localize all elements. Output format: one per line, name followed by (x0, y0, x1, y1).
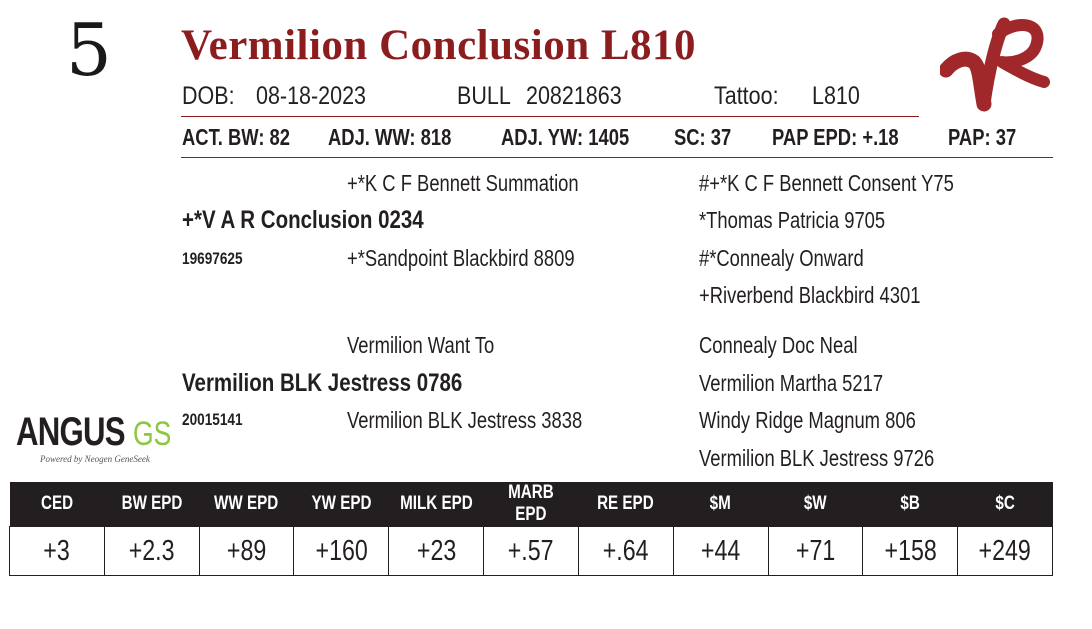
tattoo-label: Tattoo: (714, 82, 779, 110)
epd-value-w: +71 (767, 526, 864, 576)
epd-value-ced: +3 (9, 526, 105, 576)
dam-registration: 20015141 (182, 410, 243, 429)
registration-number: 20821863 (526, 82, 622, 110)
sire-sire: +*K C F Bennett Summation (347, 170, 579, 196)
epd-header-row: CED BW EPD WW EPD YW EPD MILK EPD MARB E… (9, 482, 1053, 527)
dam-dam: Vermilion BLK Jestress 3838 (347, 407, 583, 433)
logo-tagline: Powered by Neogen GeneSeek (40, 454, 150, 464)
logo-gs-text: GS (133, 415, 172, 453)
epd-header-re: RE EPD (578, 482, 674, 527)
act-bw: ACT. BW: 82 (182, 124, 291, 150)
epd-header-milk: MILK EPD (388, 482, 485, 527)
angus-gs-logo: ANGUS GS Powered by Neogen GeneSeek (16, 412, 183, 464)
dam-dam-dam: Vermilion BLK Jestress 9726 (699, 445, 935, 471)
epd-table: CED BW EPD WW EPD YW EPD MILK EPD MARB E… (9, 482, 1053, 576)
stats-divider (181, 157, 1053, 158)
dob-label: DOB: (182, 82, 235, 110)
epd-value-marb: +.57 (483, 526, 579, 576)
dam-sire-sire: Connealy Doc Neal (699, 332, 858, 358)
animal-title: Vermilion Conclusion L810 (181, 22, 697, 69)
dam-sire: Vermilion Want To (347, 332, 495, 358)
epd-value-c: +249 (957, 526, 1053, 576)
epd-header-c: $C (957, 482, 1053, 527)
adj-yw: ADJ. YW: 1405 (501, 124, 630, 150)
sire-dam-sire: #*Connealy Onward (699, 245, 864, 271)
epd-header-w: $W (768, 482, 864, 527)
epd-header-b: $B (862, 482, 959, 527)
epd-value-m: +44 (672, 526, 769, 576)
sire-registration: 19697625 (182, 249, 243, 268)
dam-sire-dam: Vermilion Martha 5217 (699, 370, 884, 396)
epd-value-row: +3 +2.3 +89 +160 +23 +.57 +.64 +44 +71 +… (9, 526, 1053, 576)
sex-label: BULL (457, 82, 511, 110)
epd-header-yw: YW EPD (293, 482, 390, 527)
sire-sire-dam: *Thomas Patricia 9705 (699, 207, 886, 233)
epd-header-ww: WW EPD (199, 482, 295, 527)
vr-brand-icon (940, 17, 1050, 112)
sire-dam-dam: +Riverbend Blackbird 4301 (699, 282, 921, 308)
epd-value-yw: +160 (293, 526, 390, 576)
sire-name: +*V A R Conclusion 0234 (182, 206, 424, 234)
epd-value-bw: +2.3 (103, 526, 200, 576)
logo-angus-text: ANGUS (16, 410, 126, 454)
dam-name: Vermilion BLK Jestress 0786 (182, 369, 463, 397)
sc: SC: 37 (674, 124, 732, 150)
sire-sire-sire: #+*K C F Bennett Consent Y75 (699, 170, 954, 196)
lot-number: 5 (66, 8, 112, 92)
sire-dam: +*Sandpoint Blackbird 8809 (347, 245, 575, 271)
epd-header-marb: MARB EPD (483, 482, 579, 527)
epd-header-bw: BW EPD (104, 482, 200, 527)
dob-value: 08-18-2023 (256, 82, 366, 110)
adj-ww: ADJ. WW: 818 (328, 124, 452, 150)
pap: PAP: 37 (948, 124, 1017, 150)
epd-value-re: +.64 (577, 526, 674, 576)
info-divider (181, 116, 919, 117)
epd-header-ced: CED (9, 482, 105, 527)
epd-value-milk: +23 (388, 526, 485, 576)
epd-value-b: +158 (862, 526, 959, 576)
epd-value-ww: +89 (198, 526, 295, 576)
epd-header-m: $M (673, 482, 769, 527)
tattoo-value: L810 (812, 82, 860, 110)
pap-epd: PAP EPD: +.18 (772, 124, 899, 150)
dam-dam-sire: Windy Ridge Magnum 806 (699, 407, 916, 433)
